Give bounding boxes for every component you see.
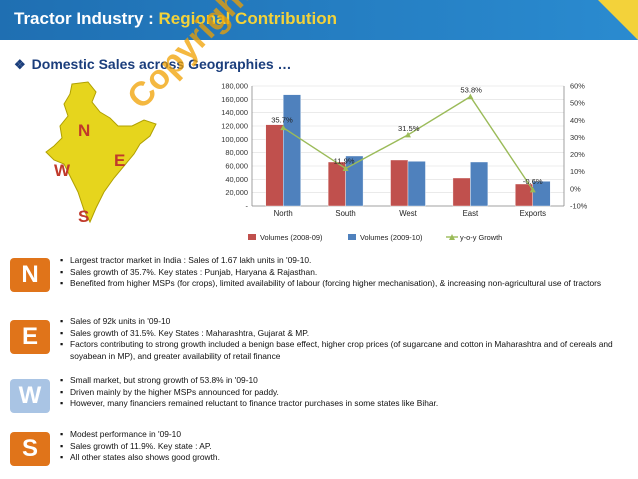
list-item: All other states also shows good growth. — [60, 452, 630, 464]
growth-data-label: 31.5% — [398, 124, 420, 133]
y-tick-label: 80,000 — [225, 148, 248, 157]
y-tick-label: 140,000 — [221, 108, 248, 117]
bar-2008-09 — [390, 159, 409, 207]
growth-data-label: -0.6% — [523, 177, 543, 186]
y-axis-ticks: 180,000 160,000 140,000 120,000 100,000 80,00… — [221, 82, 248, 211]
chart-legend: Volumes (2008-09) Volumes (2009-10) y-o-y … — [248, 233, 502, 242]
x-tick-label: North — [274, 209, 293, 218]
y-tick-label: 160,000 — [221, 95, 248, 104]
page-title: Tractor Industry : Regional Contribution — [14, 9, 337, 29]
region-badge-e: E — [10, 320, 50, 354]
growth-line — [280, 93, 536, 193]
growth-point — [405, 131, 411, 138]
list-item: Factors contributing to strong growth in… — [60, 339, 630, 362]
sales-chart: 180,000 160,000 140,000 120,000 100,000 80,00… — [221, 82, 588, 243]
region-badge-s: S — [10, 432, 50, 466]
header-bar: Tractor Industry : Regional Contribution — [0, 0, 638, 40]
list-item: Modest performance in '09-10 — [60, 429, 630, 441]
y-tick-label: 40,000 — [225, 175, 248, 184]
bullet-list-west: Small market, but strong growth of 53.8%… — [60, 375, 630, 410]
india-map: N E W S — [45, 81, 157, 226]
list-item: Driven mainly by the higher MSPs announc… — [60, 387, 630, 399]
subtitle: ❖ Domestic Sales across Geographies … — [14, 56, 292, 73]
list-item: Benefited from higher MSPs (for crops), … — [60, 278, 630, 290]
x-tick-label: East — [463, 209, 479, 218]
legend-label: Volumes (2009-10) — [360, 233, 422, 242]
x-tick-label: South — [335, 209, 355, 218]
legend-label: Volumes (2008-09) — [260, 233, 322, 242]
corner-decoration — [598, 0, 638, 40]
list-item: Sales growth of 11.9%. Key state : AP. — [60, 441, 630, 453]
y2-tick-label: 40% — [570, 116, 585, 125]
legend-swatch — [348, 234, 356, 240]
y2-tick-label: 30% — [570, 133, 585, 142]
y2-tick-label: -10% — [570, 202, 588, 211]
list-item: Sales growth of 31.5%. Key States : Maha… — [60, 328, 630, 340]
map-label-w: W — [54, 161, 71, 180]
bar-2009-10 — [282, 94, 301, 207]
diamond-icon: ❖ — [14, 57, 26, 72]
y-tick-label: - — [246, 202, 249, 211]
bullet-list-north: Largest tractor market in India : Sales … — [60, 255, 630, 290]
growth-point — [467, 93, 474, 100]
list-item: Sales growth of 35.7%. Key states : Punj… — [60, 267, 630, 279]
bar-2008-09 — [327, 161, 346, 207]
list-item: However, many financiers remained reluct… — [60, 398, 630, 410]
bar-2009-10 — [407, 161, 426, 207]
bar-2009-10 — [532, 181, 551, 207]
growth-data-label: 35.7% — [271, 116, 293, 125]
india-map-shape — [45, 81, 157, 224]
y-tick-label: 100,000 — [221, 135, 248, 144]
map-label-s: S — [78, 207, 89, 226]
title-accent: Regional Contribution — [158, 9, 338, 28]
bar-2009-10 — [470, 161, 489, 207]
y2-tick-label: 60% — [570, 82, 585, 91]
growth-data-label: 53.8% — [460, 86, 482, 95]
list-item: Sales of 92k units in '09-10 — [60, 316, 630, 328]
legend-label: y-o-y Growth — [460, 233, 502, 242]
region-badge-n: N — [10, 258, 50, 292]
y2-tick-label: 0% — [570, 184, 581, 193]
chart-bars — [265, 94, 551, 207]
title-prefix: Tractor Industry : — [14, 9, 159, 28]
y2-tick-label: 20% — [570, 150, 585, 159]
y2-axis-ticks: 60% 50% 40% 30% 20% 10% 0% -10% — [570, 82, 588, 211]
y-tick-label: 120,000 — [221, 122, 248, 131]
growth-point — [280, 124, 287, 131]
legend-swatch — [248, 234, 256, 240]
list-item: Small market, but strong growth of 53.8%… — [60, 375, 630, 387]
legend-marker — [449, 234, 455, 240]
x-tick-label: West — [399, 209, 417, 218]
list-item: Largest tractor market in India : Sales … — [60, 255, 630, 267]
y-tick-label: 180,000 — [221, 82, 248, 91]
region-badge-w: W — [10, 379, 50, 413]
bar-2008-09 — [265, 124, 284, 207]
data-labels: 35.7% 11.9% 31.5% 53.8% -0.6% — [271, 86, 543, 186]
y2-tick-label: 50% — [570, 99, 585, 108]
y-tick-label: 60,000 — [225, 162, 248, 171]
bar-2009-10 — [345, 155, 364, 207]
bullet-list-south: Modest performance in '09-10 Sales growt… — [60, 429, 630, 464]
bar-2008-09 — [452, 177, 471, 207]
map-label-n: N — [78, 121, 90, 140]
growth-point — [342, 165, 349, 171]
y2-tick-label: 10% — [570, 167, 585, 176]
bar-2008-09 — [515, 183, 534, 207]
growth-point — [529, 186, 536, 193]
bullet-list-east: Sales of 92k units in '09-10 Sales growt… — [60, 316, 630, 362]
y-tick-label: 20,000 — [225, 188, 248, 197]
subtitle-text: Domestic Sales across Geographies … — [31, 56, 292, 72]
growth-data-label: 11.9% — [334, 156, 355, 165]
x-tick-label: Exports — [520, 209, 547, 218]
map-label-e: E — [114, 151, 125, 170]
x-axis-ticks: North South West East Exports — [274, 209, 546, 218]
